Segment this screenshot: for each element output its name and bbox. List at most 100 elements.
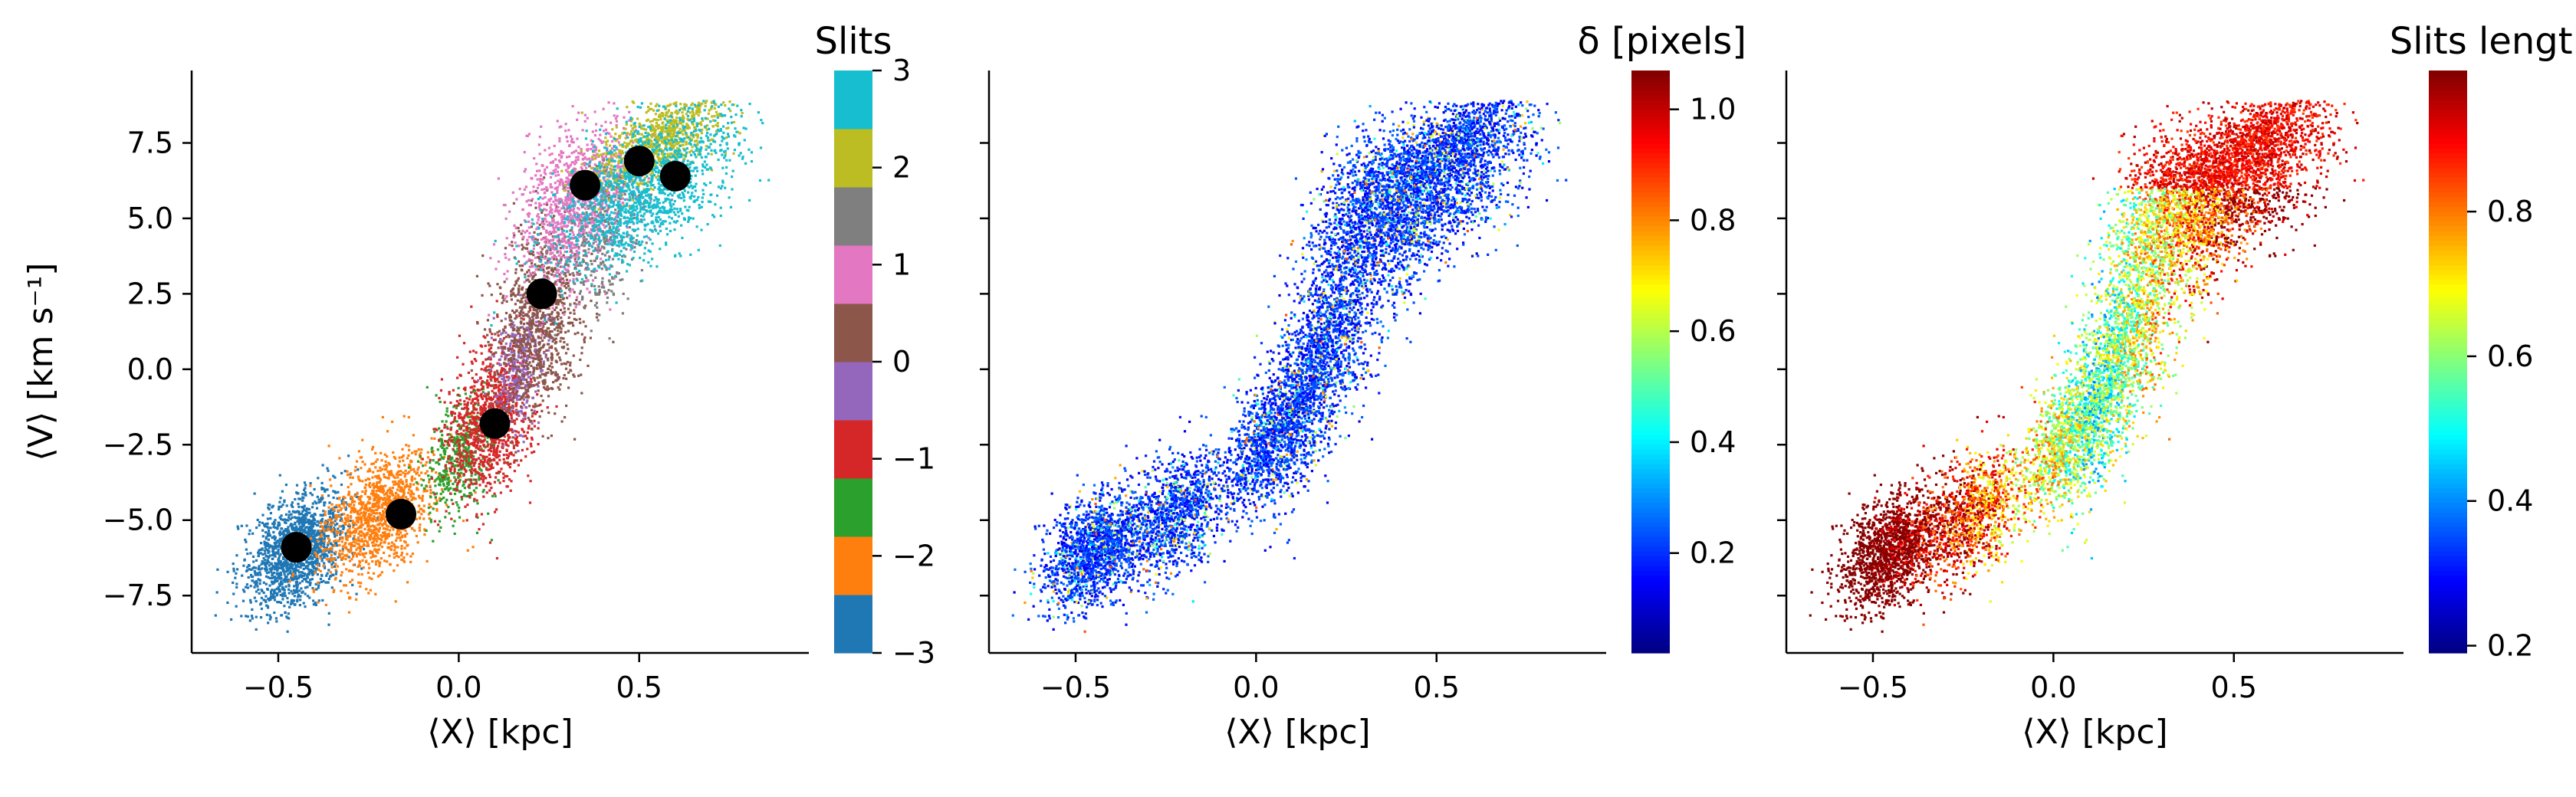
scatter-point	[372, 572, 376, 575]
scatter-point	[350, 495, 353, 498]
scatter-point	[509, 365, 512, 368]
scatter-point	[442, 482, 445, 486]
scatter-point	[501, 352, 504, 355]
scatter-point	[390, 548, 393, 551]
scatter-point	[534, 379, 537, 382]
scatter-point	[453, 416, 456, 419]
scatter-point	[503, 382, 506, 385]
scatter-point	[440, 475, 443, 478]
scatter-point	[521, 428, 524, 431]
scatter-point	[339, 579, 342, 582]
scatter-point	[488, 473, 491, 477]
scatter-point	[325, 526, 328, 529]
scatter-point	[544, 353, 547, 356]
scatter-point	[244, 538, 247, 541]
scatter-point	[565, 278, 569, 281]
scatter-point	[407, 491, 410, 494]
scatter-point	[396, 564, 399, 567]
scatter-point	[261, 589, 264, 592]
scatter-point	[376, 481, 379, 484]
scatter-point	[469, 442, 473, 445]
scatter-point	[360, 520, 363, 523]
scatter-point	[562, 377, 565, 380]
scatter-point	[351, 476, 354, 479]
scatter-point	[323, 532, 326, 536]
scatter-point	[348, 569, 351, 572]
scatter-point	[371, 490, 374, 493]
scatter-point	[530, 374, 533, 377]
scatter-point	[371, 524, 374, 527]
scatter-point	[398, 456, 401, 459]
scatter-point	[465, 429, 468, 432]
scatter-point	[590, 252, 593, 255]
scatter-point	[530, 364, 533, 367]
scatter-point	[326, 555, 329, 558]
scatter-point	[253, 492, 256, 495]
scatter-point	[488, 348, 491, 351]
scatter-point	[572, 354, 575, 357]
scatter-point	[388, 554, 391, 557]
scatter-point	[306, 520, 309, 523]
scatter-point	[324, 549, 327, 553]
scatter-point	[329, 571, 332, 574]
scatter-point	[465, 439, 468, 442]
scatter-point	[289, 517, 292, 520]
scatter-point	[383, 503, 386, 506]
scatter-point	[309, 536, 312, 540]
scatter-point	[304, 586, 307, 589]
scatter-point	[303, 572, 307, 576]
scatter-point	[498, 358, 501, 361]
scatter-point	[350, 511, 353, 514]
scatter-point	[404, 472, 407, 476]
scatter-point	[392, 475, 396, 478]
scatter-point	[458, 480, 461, 483]
scatter-point	[432, 540, 435, 543]
scatter-point	[515, 441, 518, 444]
scatter-point	[464, 392, 467, 395]
scatter-point	[464, 505, 467, 508]
scatter-point	[439, 458, 442, 461]
scatter-point	[468, 468, 472, 472]
scatter-point	[265, 562, 268, 566]
scatter-point	[459, 402, 462, 405]
scatter-point	[450, 465, 454, 468]
scatter-point	[460, 471, 463, 474]
scatter-point	[447, 474, 450, 477]
scatter-point	[310, 532, 314, 536]
scatter-point	[305, 513, 308, 517]
scatter-point	[485, 382, 488, 385]
scatter-point	[511, 309, 514, 313]
scatter-point	[383, 507, 386, 510]
scatter-point	[399, 481, 402, 484]
scatter-point	[270, 570, 273, 573]
scatter-point	[320, 517, 324, 520]
scatter-point	[469, 480, 472, 483]
scatter-point	[274, 564, 278, 567]
scatter-point	[285, 575, 288, 578]
scatter-point	[297, 520, 301, 523]
scatter-point	[294, 566, 297, 569]
scatter-point	[324, 581, 327, 584]
scatter-point	[314, 500, 317, 503]
scatter-point	[345, 537, 348, 540]
scatter-point	[448, 480, 451, 484]
scatter-point	[426, 385, 429, 389]
scatter-point	[316, 520, 319, 523]
scatter-point	[304, 491, 307, 494]
scatter-point	[334, 539, 337, 542]
scatter-point	[459, 454, 462, 457]
scatter-point	[317, 501, 320, 504]
scatter-point	[432, 507, 435, 510]
scatter-point	[384, 520, 387, 523]
scatter-point	[494, 384, 497, 387]
scatter-point	[546, 406, 549, 409]
scatter-point	[416, 487, 419, 491]
scatter-point	[330, 586, 334, 589]
scatter-point	[422, 490, 426, 493]
scatter-point	[496, 378, 499, 381]
scatter-point	[468, 419, 472, 422]
scatter-point	[327, 528, 330, 531]
scatter-point	[428, 480, 431, 484]
scatter-point	[297, 523, 301, 526]
scatter-point	[315, 553, 318, 556]
